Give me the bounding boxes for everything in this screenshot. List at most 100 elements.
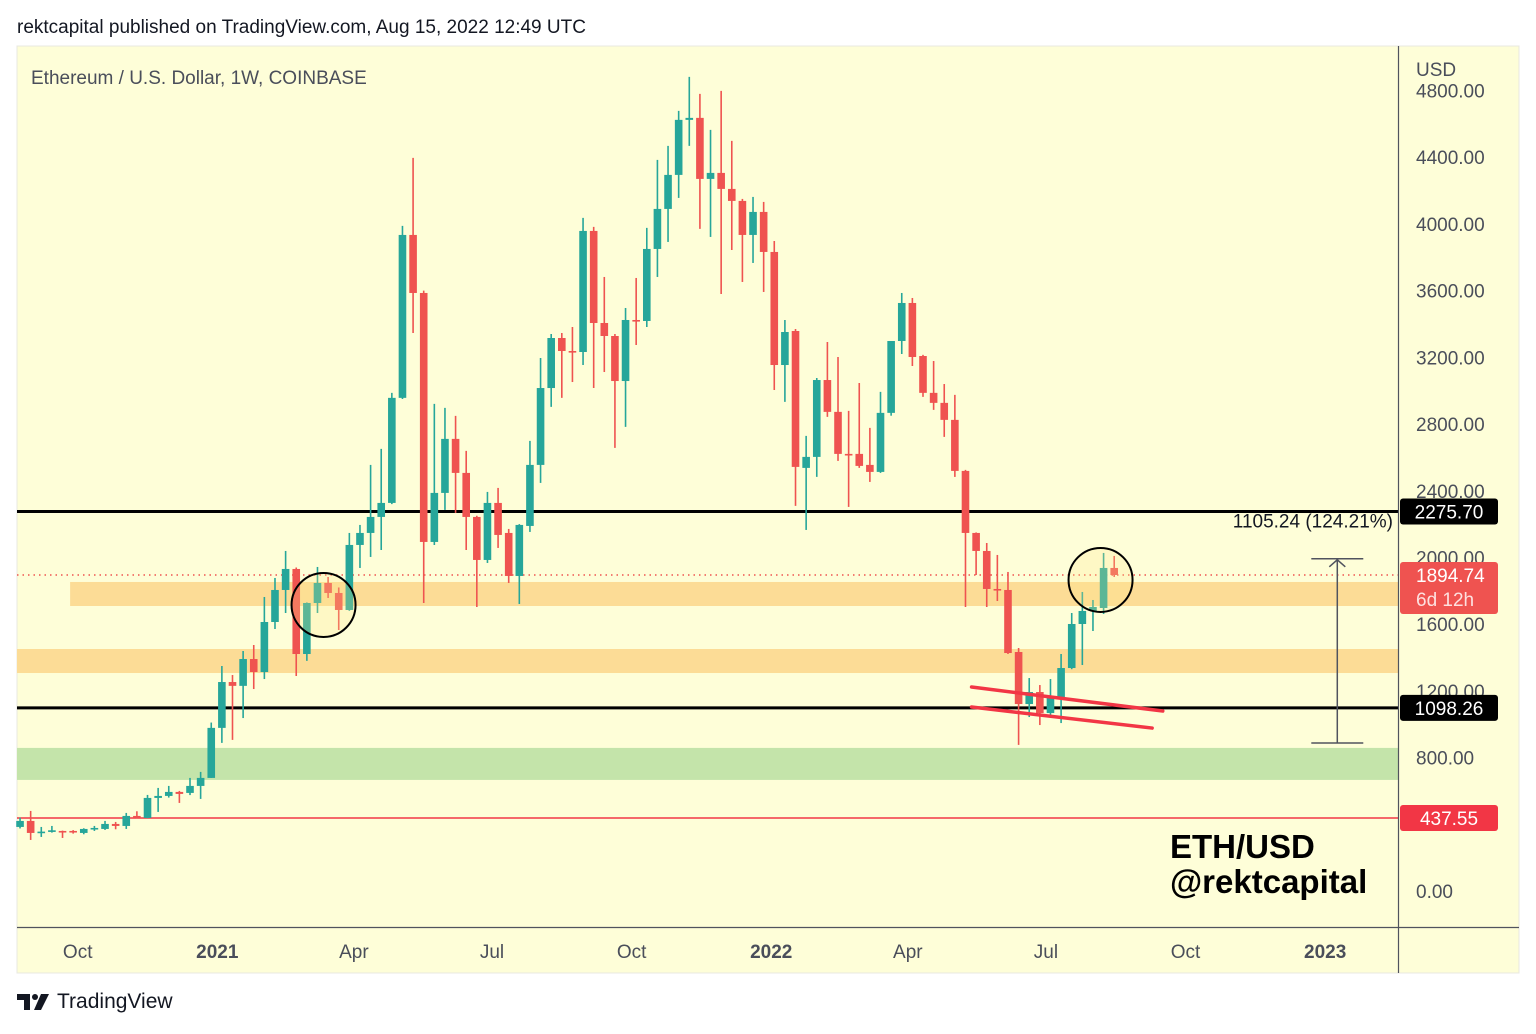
candle xyxy=(1014,648,1023,745)
candle-body xyxy=(175,791,184,794)
candle-body xyxy=(951,419,959,471)
time-tick-label: Oct xyxy=(63,942,93,963)
candle xyxy=(568,326,577,383)
candle-body xyxy=(897,302,906,342)
candle xyxy=(589,226,598,389)
chart-title: Ethereum / U.S. Dollar, 1W, COINBASE xyxy=(31,68,367,89)
candle-body xyxy=(653,208,662,249)
candle-body xyxy=(621,319,630,382)
zone-2 xyxy=(17,747,1398,780)
candle xyxy=(345,532,354,611)
candle-body xyxy=(186,785,194,793)
candle xyxy=(547,333,555,407)
candle xyxy=(26,810,35,840)
candle-body xyxy=(409,234,417,293)
zone-0 xyxy=(70,581,1399,606)
candles-layer xyxy=(16,76,1119,840)
candle xyxy=(781,319,789,402)
candle-body xyxy=(398,234,407,398)
candle-body xyxy=(504,532,513,576)
candle xyxy=(844,410,853,507)
price-badge-label: 2275.70 xyxy=(1415,502,1484,523)
candle-body xyxy=(589,230,598,323)
candle-body xyxy=(377,502,386,517)
price-tick-label: 4800.00 xyxy=(1416,82,1485,103)
candle-body xyxy=(887,341,895,413)
candle-body xyxy=(526,464,534,526)
candle-body xyxy=(16,820,24,827)
candle-body xyxy=(1057,668,1065,698)
candle-body xyxy=(239,659,247,686)
time-tick-label: Apr xyxy=(339,942,369,963)
price-tick-label: 3200.00 xyxy=(1416,348,1485,369)
candle xyxy=(154,787,162,812)
candle-body xyxy=(101,823,109,829)
candle xyxy=(186,777,194,796)
candle-body xyxy=(207,727,216,778)
candle-body xyxy=(271,589,279,622)
candle-body xyxy=(1089,606,1097,611)
candle-body xyxy=(802,456,810,468)
candle xyxy=(101,820,109,830)
candle-body xyxy=(143,797,152,818)
candle-body xyxy=(611,335,619,382)
candle-body xyxy=(228,682,237,686)
time-tick-label: Oct xyxy=(617,942,647,963)
candle-body xyxy=(1046,697,1055,714)
time-tick-label: Jul xyxy=(480,942,504,963)
candle xyxy=(324,576,332,598)
candle-body xyxy=(58,830,67,833)
candle xyxy=(759,201,768,292)
candle xyxy=(494,487,502,548)
candle xyxy=(717,90,725,294)
candle xyxy=(1078,591,1087,666)
candle-body xyxy=(164,791,173,796)
candle xyxy=(1036,685,1044,726)
candle xyxy=(770,240,779,391)
candle-body xyxy=(579,230,587,353)
levels-layer xyxy=(17,509,1398,819)
candle-body xyxy=(706,172,715,179)
candle-body xyxy=(632,319,640,322)
candle xyxy=(866,427,874,482)
candle xyxy=(175,790,184,803)
candle-body xyxy=(1014,652,1023,705)
candle-body xyxy=(781,331,789,366)
last-price-label: 1894.74 xyxy=(1416,566,1485,587)
candle-body xyxy=(1004,589,1012,654)
candle-body xyxy=(759,211,768,252)
candle xyxy=(706,129,715,237)
price-tick-label: 4000.00 xyxy=(1416,215,1485,236)
candle-body xyxy=(515,524,524,576)
candle-body xyxy=(79,828,88,833)
candle xyxy=(951,394,959,477)
candle xyxy=(1110,555,1119,577)
candle-body xyxy=(642,248,651,321)
time-axis[interactable]: Oct 2021 Apr Jul Oct 2022 Apr Jul Oct 2023 xyxy=(63,942,1346,963)
candle xyxy=(558,332,566,398)
candle xyxy=(313,566,322,613)
candle xyxy=(1057,654,1065,724)
candle-body xyxy=(356,532,364,545)
candle xyxy=(1004,571,1012,655)
candle xyxy=(207,722,216,778)
candle xyxy=(642,227,651,327)
candle-body xyxy=(823,380,832,412)
candle-body xyxy=(281,568,290,590)
candle xyxy=(749,196,757,263)
candle xyxy=(526,440,534,532)
candle-body xyxy=(462,472,471,517)
candle-body xyxy=(313,582,322,603)
candle-body xyxy=(536,388,545,465)
candle xyxy=(281,550,290,613)
candle xyxy=(685,76,694,146)
candle xyxy=(536,358,545,483)
candle-body xyxy=(834,411,842,454)
candle xyxy=(961,469,970,607)
candle-body xyxy=(1025,692,1034,705)
candle xyxy=(122,812,131,829)
candle-body xyxy=(812,380,821,457)
price-tick-label: 3600.00 xyxy=(1416,282,1485,303)
candle-body xyxy=(430,492,439,542)
